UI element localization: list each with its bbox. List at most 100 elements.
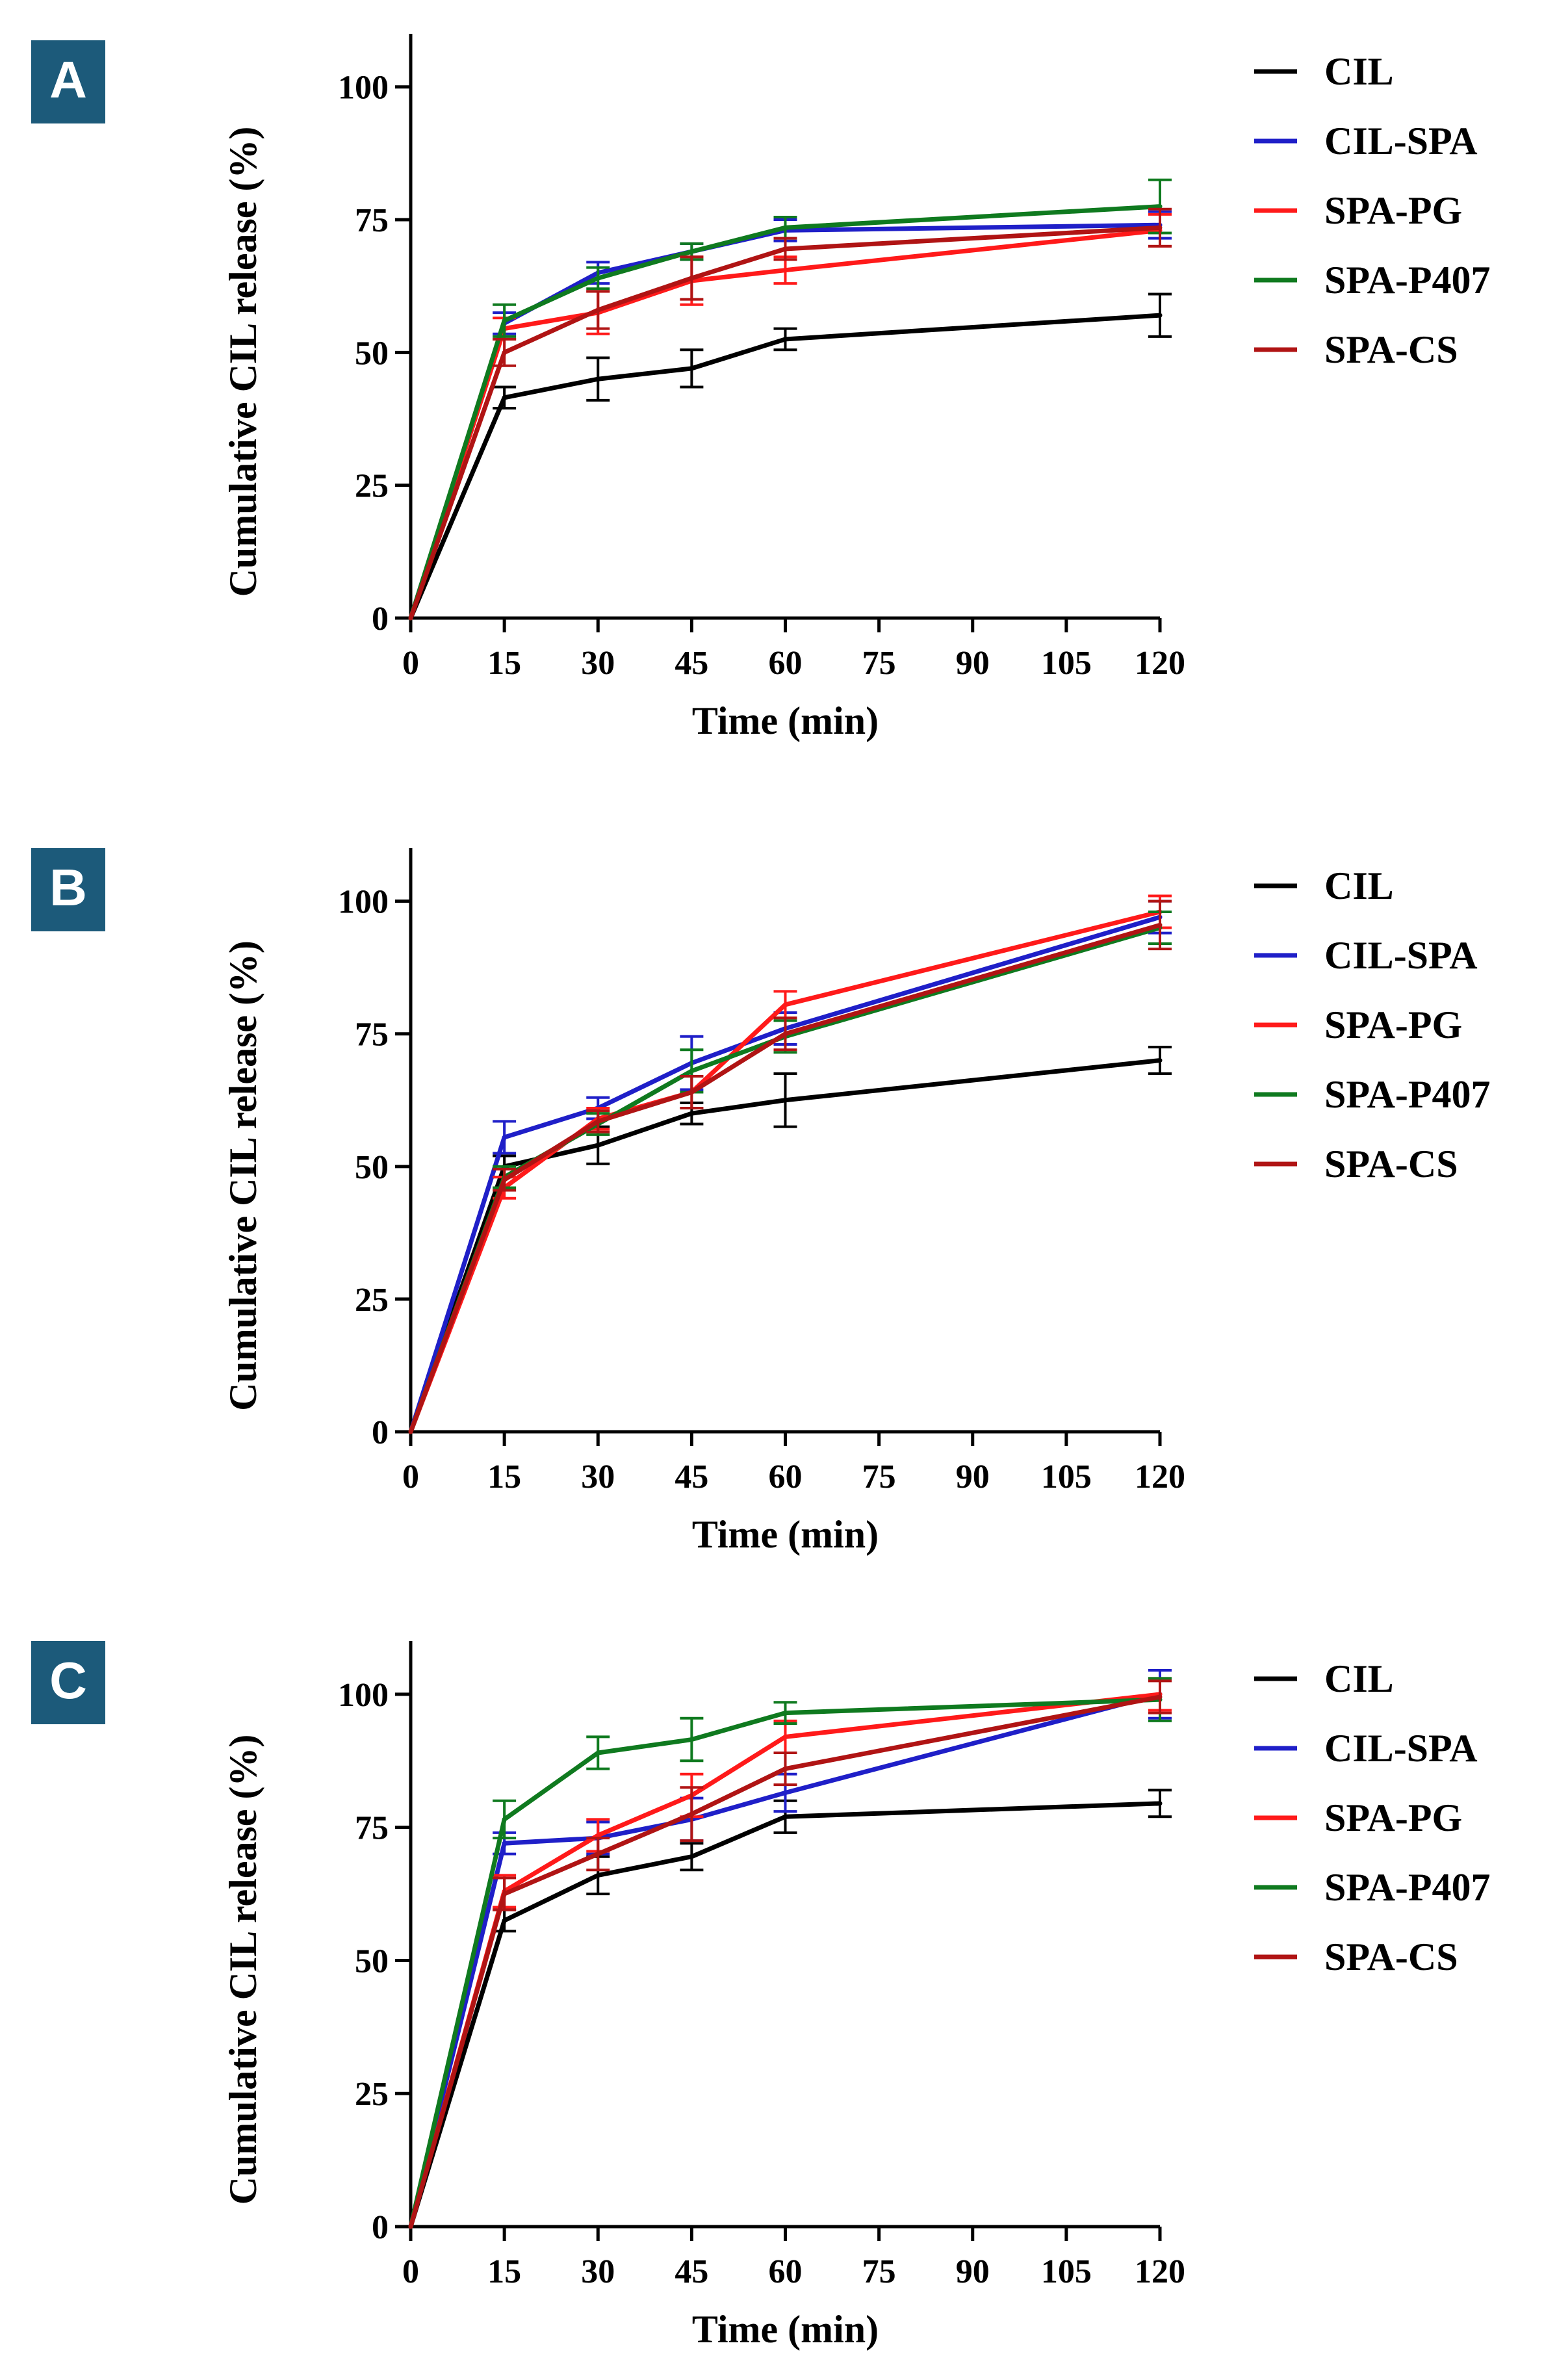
x-tick-label: 120	[1135, 2253, 1185, 2290]
y-axis-label: Cumulative CIL release (%)	[222, 127, 264, 597]
data-point	[502, 1817, 507, 1822]
data-point	[783, 1002, 788, 1007]
data-point	[689, 1111, 694, 1116]
data-point	[783, 225, 788, 230]
y-tick-label: 50	[355, 1149, 389, 1186]
legend: CIL CIL-SPA SPA-PG SPA-P407 SPA-CS	[1254, 50, 1491, 371]
x-tick-label: 15	[487, 2253, 521, 2290]
y-tick-label: 100	[338, 1677, 389, 1714]
legend-label: SPA-P407	[1324, 1866, 1491, 1909]
data-point	[689, 1737, 694, 1742]
data-point	[783, 268, 788, 273]
y-tick-label: 100	[338, 884, 389, 921]
series-spa-cs	[408, 899, 1172, 1434]
legend: CIL CIL-SPA SPA-PG SPA-P407 SPA-CS	[1254, 1657, 1491, 1978]
data-point	[1157, 1058, 1163, 1063]
panel-label-box	[31, 848, 105, 931]
series-line	[408, 1694, 1161, 2227]
data-point	[689, 1068, 694, 1074]
chart-panel-b: B 0 25 50 75 100 0 15 30 45 60 75 90 105 120 Time (min)…	[31, 848, 1491, 1556]
data-point	[689, 366, 694, 371]
data-point	[502, 1918, 507, 1923]
legend-label: SPA-CS	[1324, 328, 1458, 371]
data-point	[783, 1766, 788, 1772]
data-point	[502, 350, 507, 355]
y-tick-label: 50	[355, 1943, 389, 1980]
x-tick-label: 120	[1135, 1458, 1185, 1495]
y-tick-label: 0	[372, 601, 389, 638]
legend-label: SPA-P407	[1324, 259, 1491, 302]
legend-label: SPA-CS	[1324, 1935, 1458, 1978]
series-line	[408, 923, 1161, 1433]
x-tick-label: 0	[402, 645, 419, 682]
data-point	[783, 1711, 788, 1716]
axes: 0 25 50 75 100 0 15 30 45 60 75 90 105 120 Time (min) C…	[222, 1641, 1185, 2351]
x-tick-label: 30	[581, 1458, 615, 1495]
data-point	[502, 1177, 507, 1182]
series-line	[408, 1697, 1161, 2227]
x-tick-label: 120	[1135, 645, 1185, 682]
y-axis-label: Cumulative CIL release (%)	[222, 940, 264, 1411]
data-point	[595, 1872, 600, 1878]
series-cil	[408, 1789, 1172, 2229]
series-line	[408, 1058, 1161, 1433]
data-point	[408, 615, 413, 621]
data-point	[783, 1814, 788, 1819]
x-tick-label: 45	[675, 1458, 708, 1495]
legend-label: SPA-PG	[1324, 1796, 1462, 1839]
data-point	[595, 1833, 600, 1838]
panel-label-badge: C	[31, 1641, 105, 1724]
y-tick-label: 25	[355, 2076, 389, 2113]
series-cil	[408, 292, 1172, 621]
legend-label: CIL	[1324, 1657, 1394, 1700]
data-point	[595, 1119, 600, 1124]
series-cil	[408, 1046, 1172, 1434]
chart-panel-c: C 0 25 50 75 100 0 15 30 45 60 75 90 105 120 Time (min)…	[31, 1641, 1491, 2351]
data-point	[689, 1854, 694, 1859]
series-spa-pg	[408, 1677, 1172, 2229]
panel-label-text: A	[49, 51, 87, 109]
chart-panel-a: A 0 25 50 75 100 0 15 30 45 60 75 90 105 120 Time (min)…	[31, 34, 1491, 742]
x-tick-label: 75	[862, 1458, 896, 1495]
panel-label-badge: B	[31, 848, 105, 931]
series-line	[408, 1801, 1161, 2228]
data-point	[689, 276, 694, 281]
series-line	[408, 313, 1161, 619]
data-point	[502, 318, 507, 323]
series-line	[408, 204, 1161, 619]
series-spa-cs	[408, 1679, 1172, 2229]
axes: 0 25 50 75 100 0 15 30 45 60 75 90 105 120 Time (min) C…	[222, 34, 1185, 742]
legend-label: CIL	[1324, 864, 1394, 907]
legend-label: CIL-SPA	[1324, 934, 1478, 977]
legend-label: SPA-P407	[1324, 1073, 1491, 1116]
y-tick-label: 50	[355, 335, 389, 372]
x-tick-label: 105	[1041, 645, 1092, 682]
panel-label-text: C	[49, 1651, 87, 1709]
x-tick-label: 75	[862, 2253, 896, 2290]
panel-label-box	[31, 40, 105, 123]
data-point	[502, 1841, 507, 1846]
x-tick-label: 90	[956, 1458, 990, 1495]
x-axis-label: Time (min)	[692, 2308, 879, 2351]
x-tick-label: 45	[675, 2253, 708, 2290]
data-point	[595, 276, 600, 281]
data-point	[1157, 225, 1163, 230]
series-spa-pg	[408, 213, 1172, 621]
panel-label-box	[31, 1641, 105, 1724]
y-tick-label: 0	[372, 2209, 389, 2246]
data-point	[689, 1090, 694, 1095]
x-tick-label: 90	[956, 2253, 990, 2290]
panel-label-text: B	[49, 859, 87, 916]
data-point	[1157, 1801, 1163, 1806]
panel-label-badge: A	[31, 40, 105, 123]
data-point	[1157, 1694, 1163, 1700]
data-point	[783, 1790, 788, 1795]
series-line	[408, 225, 1161, 619]
axes: 0 25 50 75 100 0 15 30 45 60 75 90 105 120 Time (min) C…	[222, 848, 1185, 1556]
data-point	[502, 1891, 507, 1896]
x-tick-label: 105	[1041, 2253, 1092, 2290]
y-tick-label: 75	[355, 1810, 389, 1847]
y-tick-label: 100	[338, 70, 389, 107]
